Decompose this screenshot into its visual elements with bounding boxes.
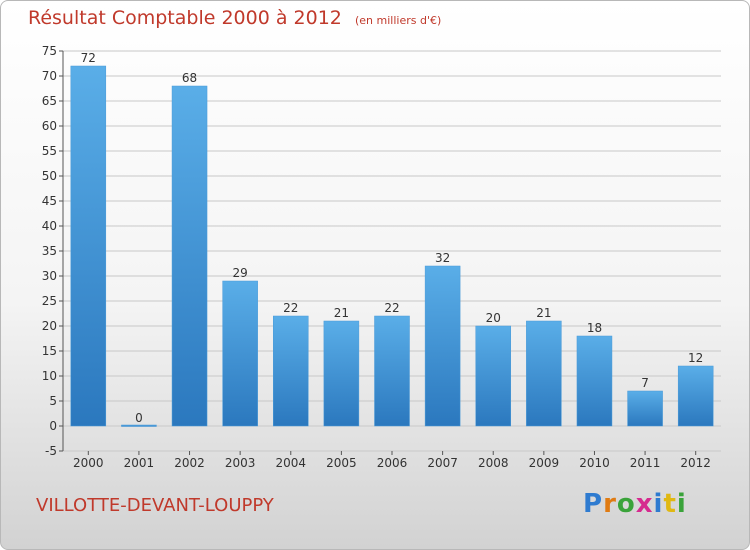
logo-letter: P xyxy=(583,489,604,519)
bar-2001 xyxy=(121,424,157,427)
logo-letter: i xyxy=(676,489,687,519)
logo-letter: x xyxy=(635,489,654,519)
logo-letter: o xyxy=(616,489,636,519)
y-tick-label: 50 xyxy=(42,169,57,183)
y-tick-label: 70 xyxy=(42,69,57,83)
chart-title-block: Résultat Comptable 2000 à 2012 (en milli… xyxy=(28,7,441,29)
y-tick-label: 65 xyxy=(42,94,57,108)
x-tick-label-2009: 2009 xyxy=(529,456,560,470)
y-tick-label: 75 xyxy=(42,44,57,58)
data-label-2009: 21 xyxy=(536,306,551,320)
data-label-2008: 20 xyxy=(486,311,501,325)
x-tick-label-2001: 2001 xyxy=(124,456,155,470)
data-label-2004: 22 xyxy=(283,301,298,315)
chart-unit: (en milliers d'€) xyxy=(354,14,442,27)
bar-2012 xyxy=(677,365,714,427)
bar-2000 xyxy=(70,65,107,427)
x-tick-label-2000: 2000 xyxy=(73,456,104,470)
x-tick-label-2006: 2006 xyxy=(377,456,408,470)
y-tick-label: 5 xyxy=(49,394,57,408)
data-label-2000: 72 xyxy=(81,51,96,65)
data-label-2003: 29 xyxy=(233,266,248,280)
y-tick-label: 60 xyxy=(42,119,57,133)
bars xyxy=(70,65,714,427)
y-tick-label: 30 xyxy=(42,269,57,283)
y-tick-label: 10 xyxy=(42,369,57,383)
x-tick-label-2008: 2008 xyxy=(478,456,509,470)
x-tick-label-2010: 2010 xyxy=(579,456,610,470)
logo-letter: t xyxy=(663,489,677,519)
x-tick-label-2011: 2011 xyxy=(630,456,661,470)
x-tick-label-2003: 2003 xyxy=(225,456,256,470)
bar-2009 xyxy=(526,320,562,427)
data-label-2012: 12 xyxy=(688,351,703,365)
x-tick-label-2005: 2005 xyxy=(326,456,357,470)
y-tick-label: 45 xyxy=(42,194,57,208)
y-tick-label: 25 xyxy=(42,294,57,308)
bar-2006 xyxy=(374,315,410,427)
y-tick-label: 0 xyxy=(49,419,57,433)
data-label-2010: 18 xyxy=(587,321,602,335)
bar-2011 xyxy=(627,390,663,427)
bar-2003 xyxy=(222,280,258,427)
data-label-2005: 21 xyxy=(334,306,349,320)
y-tick-label: 35 xyxy=(42,244,57,258)
x-tick-label-2002: 2002 xyxy=(174,456,205,470)
commune-name: VILLOTTE-DEVANT-LOUPPY xyxy=(36,495,274,516)
bar-2002 xyxy=(171,85,208,427)
bar-2008 xyxy=(475,325,511,427)
bar-2010 xyxy=(576,335,613,427)
bar-2005 xyxy=(323,320,360,427)
y-tick-label: 40 xyxy=(42,219,57,233)
data-label-2006: 22 xyxy=(384,301,399,315)
y-tick-label: 20 xyxy=(42,319,57,333)
y-tick-label: -5 xyxy=(45,444,57,458)
y-tick-label: 15 xyxy=(42,344,57,358)
y-tick-label: 55 xyxy=(42,144,57,158)
data-label-2002: 68 xyxy=(182,71,197,85)
chart-title: Résultat Comptable 2000 à 2012 xyxy=(28,7,342,29)
x-tick-label-2007: 2007 xyxy=(427,456,458,470)
data-label-2007: 32 xyxy=(435,251,450,265)
bar-2007 xyxy=(424,265,461,427)
data-label-2001: 0 xyxy=(135,411,143,425)
x-tick-label-2012: 2012 xyxy=(680,456,711,470)
data-label-2011: 7 xyxy=(641,376,649,390)
proxiti-logo: Proxiti xyxy=(583,489,687,519)
logo-letter: r xyxy=(603,489,617,519)
bar-2004 xyxy=(273,315,309,427)
logo-letter: i xyxy=(653,489,664,519)
x-tick-label-2004: 2004 xyxy=(275,456,306,470)
labels: 72 0 68 29 22 21 22 32 20 21 18 7 12 xyxy=(81,51,704,425)
